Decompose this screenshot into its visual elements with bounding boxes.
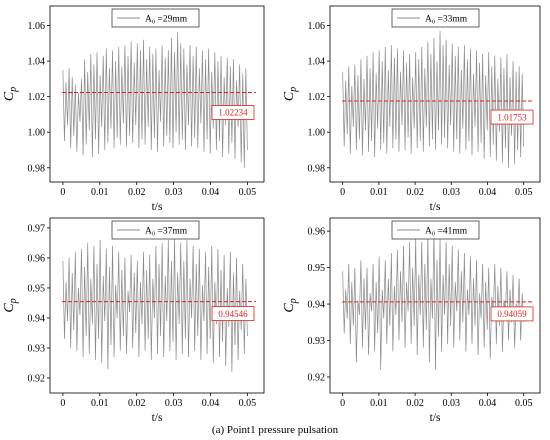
subplot-4: 0.94059 0 0.01 0.02 0.03 0.04 0.05 0.92 0.93 0.94… (282, 217, 541, 424)
x-tick-label: 0.01 (91, 398, 109, 409)
x-tick-label: 0.04 (202, 398, 220, 409)
y-tick-label: 0.93 (28, 343, 46, 354)
series-line (342, 30, 525, 168)
x-tick-label: 0 (60, 398, 65, 409)
series-line (342, 231, 525, 370)
y-tick-label: 0.96 (28, 253, 46, 264)
x-tick-label: 0.04 (479, 398, 497, 409)
y-tick-label: 1.04 (28, 57, 46, 68)
x-tick-label: 0.03 (165, 398, 183, 409)
x-axis-label: t/s (430, 201, 441, 213)
y-tick-label: 1.02 (28, 92, 46, 103)
subplot-2: 1.01753 0 0.01 0.02 0.03 0.04 0.05 0.98 1.00 1.02… (282, 5, 541, 213)
y-tick-label: 1.06 (28, 21, 46, 32)
y-axis-label-subscript: p (288, 298, 299, 304)
mean-annotation-box (211, 105, 255, 120)
y-axis-label: Cp (2, 87, 19, 101)
legend: A₀ =41mm (391, 220, 480, 240)
x-tick-label: 0.02 (406, 187, 424, 198)
mean-annotation-box (211, 306, 255, 321)
y-tick-label: 1.02 (308, 92, 326, 103)
y-axis-label: Cp (282, 298, 299, 312)
x-tick-label: 0.05 (515, 187, 533, 198)
y-tick-label: 0.95 (28, 283, 46, 294)
y-tick-label: 0.98 (28, 163, 46, 174)
plot-frame (329, 5, 541, 183)
series-line (62, 32, 248, 168)
y-tick-label: 0.92 (308, 372, 326, 383)
x-tick-label: 0.05 (239, 398, 257, 409)
x-tick-label: 0.03 (165, 187, 183, 198)
plot-frame (329, 217, 541, 394)
legend-label: A₀ =37mm (145, 227, 188, 237)
x-tick-label: 0.02 (128, 187, 146, 198)
mean-annotation-label: 1.01753 (497, 112, 527, 122)
x-tick-label: 0.03 (443, 398, 461, 409)
x-tick-label: 0 (340, 398, 345, 409)
x-tick-label: 0.02 (406, 398, 424, 409)
legend-box (391, 8, 480, 28)
y-tick-label: 0.97 (28, 223, 46, 234)
legend-box (111, 220, 200, 240)
legend: A₀ =37mm (111, 220, 200, 240)
x-tick-label: 0.05 (239, 187, 257, 198)
legend: A₀ =29mm (111, 8, 200, 28)
y-tick-label: 0.94 (28, 313, 46, 324)
x-tick-label: 0.01 (370, 398, 388, 409)
y-axis-label: Cp (2, 298, 19, 312)
y-tick-label: 1.04 (308, 57, 326, 68)
subplot-3: 0.94546 0 0.01 0.02 0.03 0.04 0.05 0.92 0.93 0.94… (2, 217, 265, 424)
x-axis-label: t/s (430, 412, 441, 424)
mean-annotation-box (490, 306, 534, 322)
y-axis-label-main: C (2, 303, 17, 313)
subplot-1: 1.02234 0 0.01 0.02 0.03 0.04 0.05 0.98 1.00 1.02… (2, 5, 265, 213)
x-tick-label: 0 (340, 187, 345, 198)
y-axis-label-subscript: p (288, 87, 299, 93)
y-tick-label: 0.93 (308, 336, 326, 347)
y-axis-label-main: C (2, 91, 17, 101)
mean-annotation-box (490, 109, 534, 125)
legend-box (391, 220, 480, 240)
y-tick-label: 0.98 (308, 163, 326, 174)
x-tick-label: 0.04 (479, 187, 497, 198)
plot-frame (49, 217, 265, 394)
x-tick-label: 0.03 (443, 187, 461, 198)
x-tick-label: 0.01 (370, 187, 388, 198)
y-tick-label: 0.95 (308, 263, 326, 274)
y-axis-label-main: C (282, 303, 297, 313)
y-tick-label: 0.96 (308, 227, 326, 238)
y-tick-label: 1.00 (308, 128, 326, 139)
mean-annotation-label: 0.94546 (218, 309, 248, 319)
x-tick-label: 0 (60, 187, 65, 198)
legend: A₀ =33mm (391, 8, 480, 28)
x-axis-label: t/s (152, 201, 163, 213)
legend-label: A₀ =41mm (425, 227, 468, 237)
x-tick-label: 0.02 (128, 398, 146, 409)
legend-label: A₀ =29mm (145, 15, 188, 25)
x-tick-label: 0.04 (202, 187, 220, 198)
y-tick-label: 1.06 (308, 21, 326, 32)
x-tick-label: 0.05 (515, 398, 533, 409)
plot-frame (49, 5, 265, 183)
legend-box (111, 8, 200, 28)
legend-label: A₀ =33mm (425, 15, 468, 25)
y-axis-label-subscript: p (8, 298, 19, 304)
mean-annotation-label: 1.02234 (218, 108, 248, 118)
y-axis-label: Cp (282, 87, 299, 101)
figure-caption: (a) Point1 pressure pulsation (212, 424, 339, 436)
y-tick-label: 1.00 (28, 128, 46, 139)
y-axis-label-subscript: p (8, 87, 19, 93)
y-axis-label-main: C (282, 91, 297, 101)
x-tick-label: 0.01 (91, 187, 109, 198)
y-tick-label: 0.94 (308, 300, 326, 311)
y-tick-label: 0.92 (28, 373, 46, 384)
x-axis-label: t/s (152, 412, 163, 424)
mean-annotation-label: 0.94059 (497, 309, 527, 319)
